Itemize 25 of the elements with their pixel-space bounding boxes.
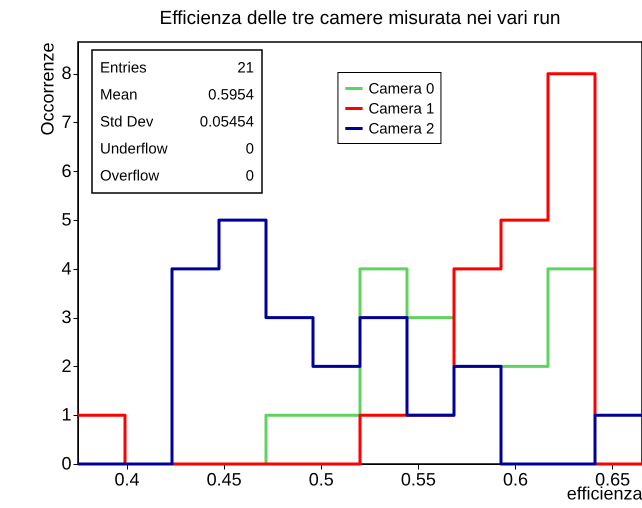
y-axis-title: Occorrenze <box>37 42 58 136</box>
text: Mean 0.5954 <box>100 86 254 104</box>
y-tick-label: 7 <box>61 112 72 132</box>
y-tick-label: 5 <box>61 210 72 230</box>
chart-title: Efficienza delle tre camere misurata nei vari run <box>160 8 560 29</box>
y-tick-label: 0 <box>61 454 72 474</box>
y-tick-label: 1 <box>61 404 72 425</box>
x-tick-label: 0.55 <box>400 470 436 490</box>
text: Std Dev 0.05454 <box>100 114 254 130</box>
x-tick-label: 0.6 <box>502 470 528 490</box>
x-tick-label: 0.65 <box>595 470 630 490</box>
y-tick-label: 4 <box>61 258 72 278</box>
text: Underflow 0 <box>100 140 254 158</box>
x-tick-label: 0.5 <box>308 470 334 490</box>
legend-label: Camera 1 <box>368 100 434 118</box>
legend-label: Camera 0 <box>368 80 434 98</box>
text: Entries 21 <box>100 60 254 76</box>
y-tick-label: 6 <box>61 160 72 181</box>
y-tick-label: 3 <box>61 307 72 328</box>
y-tick-label: 8 <box>61 63 72 84</box>
x-tick-label: 0.4 <box>114 470 140 490</box>
y-tick-label: 2 <box>61 356 72 376</box>
x-tick-label: 0.45 <box>206 470 242 490</box>
text: Overflow 0 <box>100 168 254 184</box>
legend-label: Camera 2 <box>368 120 434 138</box>
